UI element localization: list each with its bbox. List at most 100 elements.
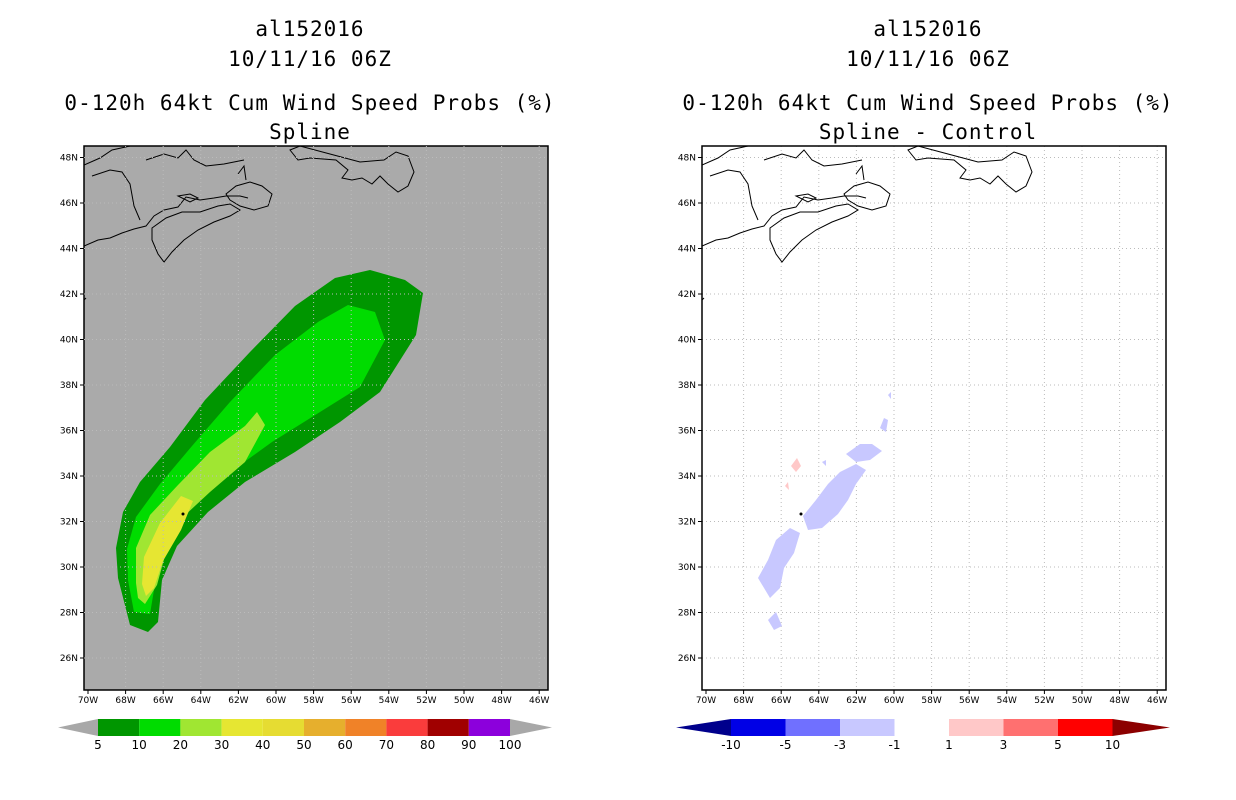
right-title: 0-120h 64kt Cum Wind Speed Probs (%)	[682, 91, 1174, 115]
colorbar-swatch	[304, 719, 346, 736]
colorbar-label: 60	[338, 738, 353, 752]
lon-tick-label: 68W	[115, 696, 135, 706]
colorbar-swatch	[139, 719, 181, 736]
colorbar-label: 3	[1000, 738, 1008, 752]
colorbar-label: -5	[780, 738, 792, 752]
lat-tick-label: 34N	[678, 472, 696, 482]
lon-tick-label: 54W	[379, 696, 399, 706]
colorbar-swatch	[98, 719, 140, 736]
colorbar-label: 50	[296, 738, 311, 752]
right-subtitle: Spline - Control	[818, 120, 1038, 144]
left-map: 70W 68W 66W 64W 62W 60W 58W 56W 54W 52W 50W 48W 46W 2…	[60, 145, 550, 707]
colorbar-label: 30	[214, 738, 229, 752]
lat-tick-label: 40N	[60, 336, 78, 346]
diff-positive-area	[791, 458, 801, 472]
lat-tick-label: 46N	[678, 199, 696, 209]
lon-tick-label: 46W	[529, 696, 549, 706]
lon-tick-label: 50W	[1072, 696, 1092, 706]
right-storm-id: al152016	[873, 17, 983, 41]
lon-tick-label: 62W	[846, 696, 866, 706]
lon-tick-label: 70W	[78, 696, 98, 706]
lat-tick-label: 30N	[60, 563, 78, 573]
diff-negative-area	[880, 418, 888, 432]
lat-tick-label: 42N	[60, 290, 78, 300]
colorbar-label: 80	[420, 738, 435, 752]
colorbar-swatch	[949, 719, 1004, 736]
colorbar-swatch	[785, 719, 840, 736]
lon-tick-label: 66W	[153, 696, 173, 706]
lon-tick-label: 52W	[416, 696, 436, 706]
colorbar-swatch	[1058, 719, 1113, 736]
colorbar-swatch	[345, 719, 387, 736]
lon-tick-label: 56W	[341, 696, 361, 706]
colorbar-swatch	[1003, 719, 1058, 736]
right-datetime: 10/11/16 06Z	[846, 47, 1010, 71]
colorbar-arrow-high	[510, 719, 552, 736]
lat-tick-label: 38N	[678, 381, 696, 391]
lon-tick-label: 58W	[303, 696, 323, 706]
lat-tick-label: 36N	[678, 427, 696, 437]
right-gridlines	[702, 146, 1166, 690]
colorbar-label: 100	[499, 738, 522, 752]
colorbar-swatch	[731, 719, 786, 736]
right-coastlines	[702, 146, 1033, 301]
left-title: 0-120h 64kt Cum Wind Speed Probs (%)	[64, 91, 556, 115]
right-colorbar: -10 -5 -3 -1 1 3 5 10	[676, 719, 1170, 752]
right-map: 70W 68W 66W 64W 62W 60W 58W 56W 54W 52W 50W 48W 46W 2…	[678, 145, 1168, 707]
lon-tick-label: 54W	[997, 696, 1017, 706]
left-datetime: 10/11/16 06Z	[228, 47, 392, 71]
colorbar-label: 10	[1105, 738, 1120, 752]
colorbar-label: -10	[721, 738, 741, 752]
lat-tick-label: 46N	[60, 199, 78, 209]
lon-tick-label: 50W	[454, 696, 474, 706]
diff-positive-area	[785, 482, 789, 490]
colorbar-label: 5	[94, 738, 102, 752]
lon-tick-label: 58W	[921, 696, 941, 706]
colorbar-label: 90	[461, 738, 476, 752]
colorbar-label: 10	[132, 738, 147, 752]
lon-tick-label: 70W	[696, 696, 716, 706]
colorbar-swatch	[386, 719, 428, 736]
diff-negative-area	[822, 460, 826, 466]
right-tick-labels: 70W 68W 66W 64W 62W 60W 58W 56W 54W 52W 50W 48W 46W 2…	[678, 154, 1168, 707]
lon-tick-label: 62W	[228, 696, 248, 706]
colorbar-arrow-high	[1112, 719, 1170, 736]
lon-tick-label: 64W	[809, 696, 829, 706]
diff-negative-area	[768, 612, 782, 630]
diff-negative-area	[846, 444, 882, 462]
colorbar-label: 20	[173, 738, 188, 752]
colorbar-arrow-low	[676, 719, 731, 736]
lat-tick-label: 42N	[678, 290, 696, 300]
left-map-frame	[83, 145, 549, 691]
colorbar-swatch	[221, 719, 263, 736]
colorbar-arrow-low	[58, 719, 98, 736]
right-map-background	[702, 146, 1166, 690]
colorbar-swatch	[894, 719, 949, 736]
lon-tick-label: 48W	[491, 696, 511, 706]
colorbar-label: 5	[1054, 738, 1062, 752]
lat-tick-label: 28N	[60, 609, 78, 619]
colorbar-swatch	[262, 719, 304, 736]
diff-negative-area	[803, 464, 866, 530]
lat-tick-label: 32N	[60, 518, 78, 528]
colorbar-label: 1	[945, 738, 953, 752]
left-tick-labels: 70W 68W 66W 64W 62W 60W 58W 56W 54W 52W 50W 48W 46W 2…	[60, 154, 550, 707]
colorbar-swatch	[468, 719, 510, 736]
colorbar-label: -1	[889, 738, 901, 752]
left-storm-id: al152016	[255, 17, 365, 41]
lon-tick-label: 48W	[1109, 696, 1129, 706]
right-map-frame	[701, 145, 1167, 691]
storm-center-marker	[181, 512, 185, 516]
lon-tick-label: 60W	[884, 696, 904, 706]
right-difference-contours	[758, 392, 891, 630]
lat-tick-label: 44N	[678, 245, 696, 255]
colorbar-swatch	[840, 719, 895, 736]
lon-tick-label: 56W	[959, 696, 979, 706]
lon-tick-label: 66W	[771, 696, 791, 706]
colorbar-swatch	[180, 719, 222, 736]
storm-center-marker	[799, 512, 803, 516]
lon-tick-label: 64W	[191, 696, 211, 706]
lat-tick-label: 30N	[678, 563, 696, 573]
colorbar-label: 70	[379, 738, 394, 752]
